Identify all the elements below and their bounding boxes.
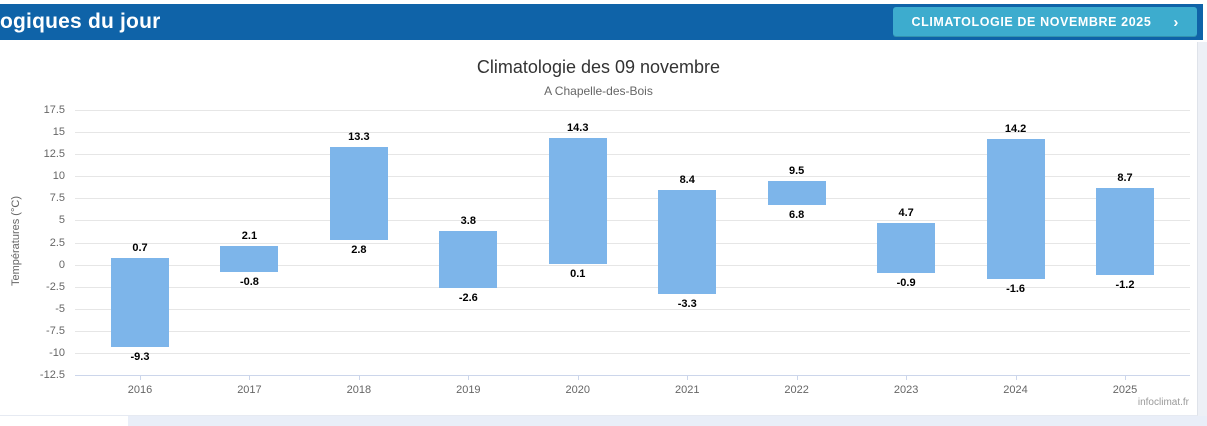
bar-high-label: 14.2: [1004, 123, 1027, 136]
x-axis-tick: [906, 375, 908, 380]
bar-low-label: -3.3: [677, 297, 697, 310]
x-axis-tick: [1125, 375, 1126, 380]
temperature-range-bar[interactable]: [767, 180, 826, 205]
y-gridline: [75, 198, 1190, 200]
bar-high-label: 2.1: [241, 230, 258, 243]
bar-low-label: -0.9: [896, 276, 916, 289]
x-axis-tick: [358, 375, 360, 380]
bar-high-label: 14.3: [567, 122, 589, 135]
x-axis-tick-label: 2016: [127, 384, 153, 396]
x-axis-tick: [140, 375, 141, 380]
bar-high-label: 4.7: [898, 207, 914, 220]
y-gridline: [75, 286, 1190, 288]
bar-low-label: -0.8: [239, 275, 259, 288]
climatology-month-button[interactable]: CLIMATOLOGIE DE NOVEMBRE 2025 ›: [893, 7, 1197, 37]
y-axis-tick-label: 0: [58, 258, 65, 271]
y-axis-tick-label: 10: [52, 170, 65, 183]
bar-low-label: -1.2: [1115, 279, 1135, 292]
temperature-range-bar[interactable]: [658, 190, 717, 294]
y-axis-tick-label: 17.5: [43, 104, 65, 116]
y-gridline: [75, 110, 1190, 111]
bar-low-label: 2.8: [351, 243, 367, 256]
y-axis-tick-label: 7.5: [49, 192, 65, 205]
y-axis-tick-label: 15: [52, 126, 65, 139]
x-axis-tick-label: 2023: [893, 384, 919, 396]
bar-high-label: 8.4: [679, 174, 695, 187]
bar-low-label: -9.3: [130, 350, 150, 363]
y-gridline: [75, 330, 1190, 332]
x-axis-tick: [577, 375, 579, 380]
y-axis-tick-label: 5: [58, 214, 65, 227]
chevron-right-icon: ›: [1173, 13, 1179, 31]
y-axis-tick-label: 12.5: [43, 148, 65, 161]
temperature-range-bar[interactable]: [111, 258, 169, 347]
page-background-bottom: [128, 416, 1207, 426]
y-axis-tick-label: -12.5: [39, 369, 65, 381]
top-header-bar: ogiques du jour CLIMATOLOGIE DE NOVEMBRE…: [0, 4, 1203, 40]
y-axis-tick-label: -5: [55, 302, 65, 315]
temperature-range-bar[interactable]: [329, 147, 388, 240]
temperature-range-bar[interactable]: [439, 231, 498, 288]
bar-low-label: -1.6: [1006, 282, 1026, 295]
y-gridline: [75, 154, 1190, 156]
bar-low-label: 6.8: [789, 208, 805, 221]
chart-title: Climatologie des 09 novembre: [476, 57, 721, 77]
bar-high-label: 0.7: [132, 242, 148, 255]
y-gridline: [75, 352, 1190, 354]
temperature-range-bar[interactable]: [220, 246, 279, 272]
y-axis-tick-label: -2.5: [46, 280, 65, 293]
x-axis-tick: [249, 375, 251, 380]
climatology-chart-card: Climatologie des 09 novembre A Chapelle-…: [0, 42, 1198, 416]
x-axis-tick-label: 2021: [674, 384, 700, 396]
temperature-range-bar[interactable]: [1096, 187, 1154, 276]
y-gridline: [75, 375, 1190, 376]
x-axis-tick: [468, 375, 470, 380]
bar-high-label: 3.8: [460, 215, 476, 228]
bar-high-label: 13.3: [348, 131, 370, 144]
x-axis-tick-label: 2024: [1003, 384, 1028, 396]
temperature-range-bar[interactable]: [986, 139, 1045, 279]
bar-low-label: -2.6: [458, 291, 478, 304]
temperature-range-bar[interactable]: [877, 223, 936, 273]
x-axis-tick: [796, 375, 798, 380]
y-axis-tick-label: -10: [49, 346, 65, 359]
temperature-range-bar[interactable]: [548, 138, 607, 264]
bar-high-label: 9.5: [789, 164, 805, 177]
y-gridline: [75, 308, 1190, 310]
x-axis-tick-label: 2018: [346, 384, 372, 396]
y-gridline: [75, 242, 1190, 244]
x-axis-tick-label: 2017: [237, 384, 262, 396]
x-axis-tick-label: 2022: [784, 384, 809, 396]
x-axis-tick-label: 2019: [456, 384, 481, 396]
x-axis-tick-label: 2020: [565, 384, 590, 396]
chart-subtitle: A Chapelle-des-Bois: [544, 84, 653, 98]
y-axis-tick-label: -7.5: [46, 324, 65, 337]
page-background-right: [1198, 42, 1207, 426]
y-gridline: [75, 220, 1190, 222]
chart-credit-link[interactable]: infoclimat.fr: [1137, 397, 1189, 408]
x-axis-tick: [1015, 375, 1017, 380]
x-axis-tick-label: 2025: [1112, 384, 1138, 396]
bar-high-label: 8.7: [1117, 171, 1133, 184]
bar-low-label: 0.1: [570, 267, 586, 280]
y-gridline: [75, 264, 1190, 266]
climatology-month-button-label: CLIMATOLOGIE DE NOVEMBRE 2025: [911, 15, 1152, 29]
y-axis-tick-label: 2.5: [49, 236, 65, 249]
page-title: ogiques du jour: [0, 10, 161, 33]
y-gridline: [75, 132, 1190, 134]
x-axis-tick: [687, 375, 689, 380]
y-gridline: [75, 176, 1190, 178]
